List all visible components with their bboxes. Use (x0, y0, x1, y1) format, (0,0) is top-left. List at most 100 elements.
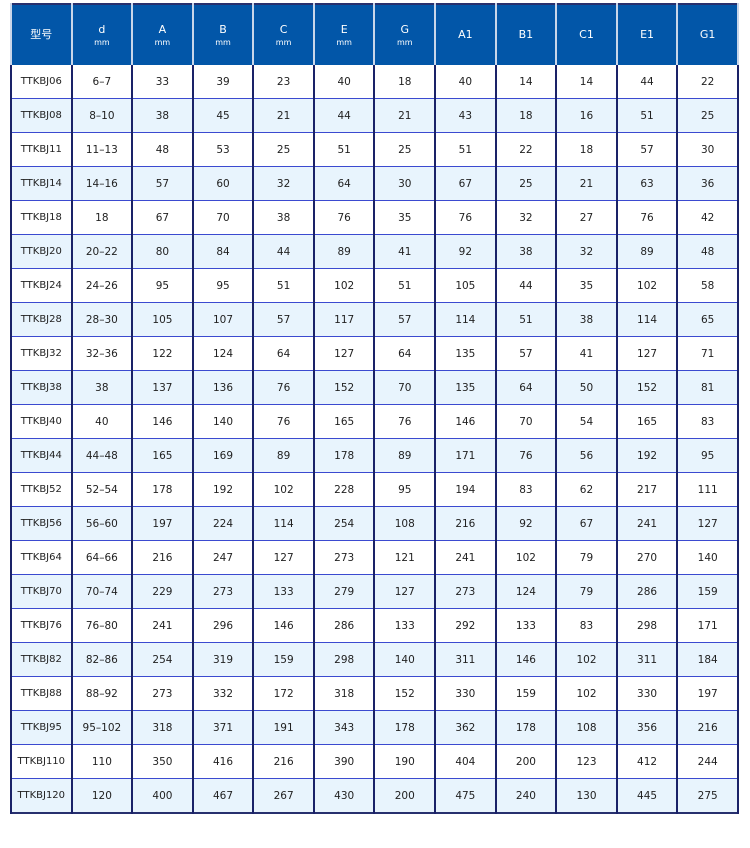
model-cell: TTKBJ95 (10, 710, 73, 745)
value-cell: 416 (191, 744, 255, 779)
value-cell: 240 (494, 778, 558, 814)
value-cell: 165 (131, 438, 194, 473)
value-cell: 165 (615, 404, 679, 439)
value-cell: 44–48 (70, 438, 134, 473)
column-header-label: E1 (640, 28, 655, 41)
value-cell: 286 (312, 608, 376, 643)
model-cell: TTKBJ82 (10, 642, 73, 677)
value-cell: 192 (615, 438, 679, 473)
value-cell: 89 (312, 234, 376, 269)
value-cell: 27 (555, 200, 618, 235)
column-header-label: 型号 (30, 28, 53, 41)
value-cell: 171 (434, 438, 497, 473)
value-cell: 311 (615, 642, 679, 677)
value-cell: 30 (676, 132, 739, 167)
table-row: TTKBJ110 110 350 416 216 390 190 404 200 123 412 24… (10, 744, 739, 779)
value-cell: 114 (615, 302, 679, 337)
value-cell: 400 (131, 778, 194, 814)
value-cell: 6–7 (70, 65, 134, 99)
value-cell: 137 (131, 370, 194, 405)
value-cell: 16 (555, 98, 618, 133)
value-cell: 76 (252, 370, 315, 405)
value-cell: 178 (131, 472, 194, 507)
value-cell: 41 (373, 234, 437, 269)
table-row: TTKBJ64 64–66 216 247 127 273 121 241 102 79 270 14… (10, 540, 739, 575)
column-header-unit: mm (94, 38, 110, 47)
model-cell: TTKBJ40 (10, 404, 73, 439)
value-cell: 228 (312, 472, 376, 507)
value-cell: 467 (191, 778, 255, 814)
value-cell: 127 (252, 540, 315, 575)
value-cell: 254 (131, 642, 194, 677)
column-header-a1: A1 (434, 4, 497, 65)
value-cell: 95–102 (70, 710, 134, 745)
value-cell: 89 (373, 438, 437, 473)
value-cell: 80 (131, 234, 194, 269)
value-cell: 30 (373, 166, 437, 201)
value-cell: 390 (312, 744, 376, 779)
table-row: TTKBJ70 70–74 229 273 133 279 127 273 124 79 286 15… (10, 574, 739, 609)
value-cell: 48 (131, 132, 194, 167)
table-row: TTKBJ38 38 137 136 76 152 70 135 64 50 152 81 (10, 370, 739, 405)
model-cell: TTKBJ56 (10, 506, 73, 541)
value-cell: 114 (434, 302, 497, 337)
value-cell: 51 (494, 302, 558, 337)
value-cell: 200 (373, 778, 437, 814)
table-row: TTKBJ76 76–80 241 296 146 286 133 292 133 83 298 17… (10, 608, 739, 643)
column-header-unit: mm (154, 38, 171, 47)
value-cell: 412 (615, 744, 679, 779)
value-cell: 14 (494, 65, 558, 99)
value-cell: 67 (555, 506, 618, 541)
value-cell: 64 (494, 370, 558, 405)
value-cell: 79 (555, 574, 618, 609)
value-cell: 57 (494, 336, 558, 371)
table-row: TTKBJ08 8–10 38 45 21 44 21 43 18 16 51 25 (10, 98, 739, 133)
value-cell: 22 (676, 65, 739, 99)
column-header-label: E (340, 23, 348, 36)
column-header-label: B1 (518, 28, 534, 41)
value-cell: 105 (434, 268, 497, 303)
value-cell: 127 (615, 336, 679, 371)
value-cell: 79 (555, 540, 618, 575)
value-cell: 200 (494, 744, 558, 779)
column-header-unit: mm (275, 38, 292, 47)
value-cell: 70–74 (70, 574, 134, 609)
value-cell: 178 (373, 710, 437, 745)
value-cell: 40 (70, 404, 134, 439)
value-cell: 84 (191, 234, 255, 269)
value-cell: 14–16 (70, 166, 134, 201)
value-cell: 475 (434, 778, 497, 814)
value-cell: 140 (676, 540, 739, 575)
value-cell: 102 (494, 540, 558, 575)
value-cell: 279 (312, 574, 376, 609)
value-cell: 57 (252, 302, 315, 337)
table-row: TTKBJ11 11–13 48 53 25 51 25 51 22 18 57 30 (10, 132, 739, 167)
value-cell: 273 (131, 676, 194, 711)
table-row: TTKBJ52 52–54 178 192 102 228 95 194 83 62 217 111 (10, 472, 739, 507)
value-cell: 430 (312, 778, 376, 814)
value-cell: 67 (434, 166, 497, 201)
value-cell: 54 (555, 404, 618, 439)
model-cell: TTKBJ08 (10, 98, 73, 133)
value-cell: 350 (131, 744, 194, 779)
value-cell: 48 (676, 234, 739, 269)
value-cell: 102 (312, 268, 376, 303)
value-cell: 165 (312, 404, 376, 439)
value-cell: 67 (131, 200, 194, 235)
value-cell: 25 (676, 98, 739, 133)
value-cell: 24–26 (70, 268, 134, 303)
value-cell: 58 (676, 268, 739, 303)
value-cell: 135 (434, 336, 497, 371)
value-cell: 192 (191, 472, 255, 507)
value-cell: 92 (434, 234, 497, 269)
value-cell: 254 (312, 506, 376, 541)
model-cell: TTKBJ44 (10, 438, 73, 473)
value-cell: 318 (312, 676, 376, 711)
value-cell: 146 (131, 404, 194, 439)
value-cell: 39 (191, 65, 255, 99)
value-cell: 95 (131, 268, 194, 303)
value-cell: 102 (252, 472, 315, 507)
value-cell: 23 (252, 65, 315, 99)
